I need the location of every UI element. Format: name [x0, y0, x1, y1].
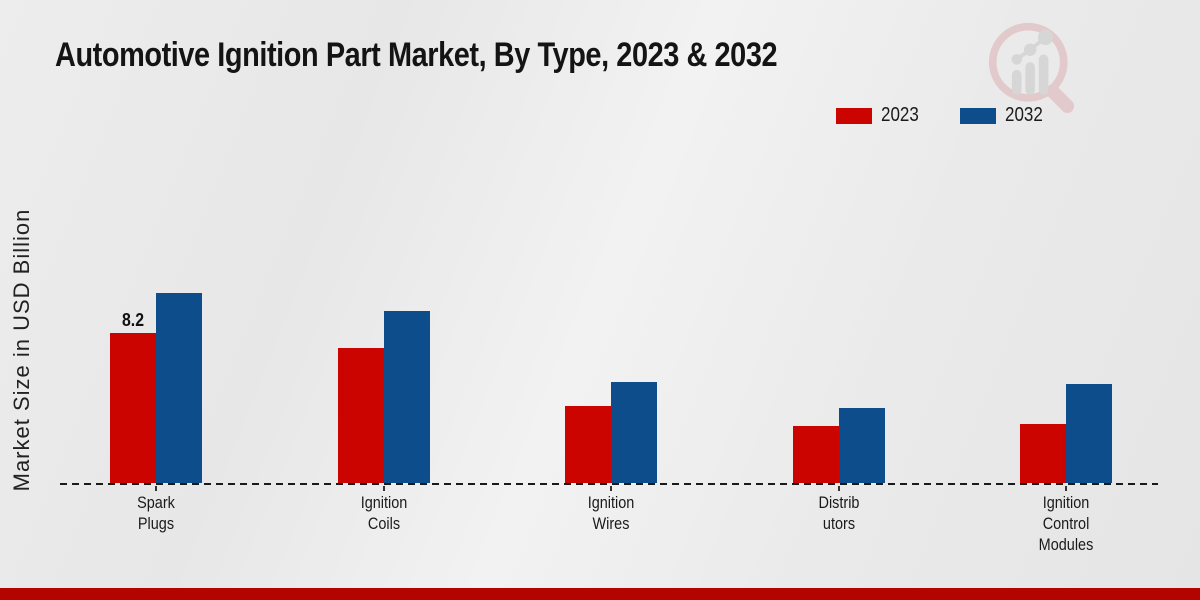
footer-accent-bar	[0, 588, 1200, 600]
bar-2023-spark-plugs	[110, 333, 156, 483]
category-label-ignition-coils: Ignition Coils	[360, 493, 407, 533]
category-label-spark-plugs: Spark Plugs	[137, 493, 175, 533]
legend: 2023 2032	[836, 104, 1049, 127]
bar-2023-ignition-wires	[565, 406, 611, 483]
category-label-ignition-control-modules: Ignition Control Modules	[1038, 493, 1094, 554]
data-label-2023: 8.2	[121, 310, 145, 330]
category-label-ignition-wires: Ignition Wires	[587, 493, 635, 533]
x-axis-tick	[837, 486, 840, 491]
category-label-distributors: Distrib utors	[818, 493, 859, 533]
legend-swatch-2032	[959, 107, 996, 124]
bar-2032-distributors	[838, 408, 885, 483]
x-axis-tick	[382, 486, 385, 491]
bar-2023-distributors	[792, 426, 839, 483]
legend-item-2032: 2032	[959, 104, 1050, 127]
legend-swatch-2023	[836, 107, 872, 124]
bar-2032-spark-plugs	[156, 293, 202, 483]
magnifier-bar-chart-logo	[988, 22, 1075, 113]
legend-label-2032: 2032	[1004, 104, 1043, 126]
bar-2032-ignition-control-modules	[1066, 384, 1112, 483]
bar-2023-ignition-coils	[337, 348, 384, 483]
legend-item-2023: 2023	[836, 104, 926, 127]
bar-2032-ignition-wires	[611, 382, 657, 483]
bar-2032-ignition-coils	[383, 311, 430, 483]
x-axis-baseline	[60, 483, 1158, 485]
legend-label-2023: 2023	[881, 104, 919, 126]
bar-2023-ignition-control-modules	[1020, 424, 1066, 483]
x-axis-tick	[155, 486, 157, 491]
chart-title: Automotive Ignition Part Market, By Type…	[55, 36, 778, 74]
x-axis-tick	[1065, 486, 1067, 491]
x-axis-tick	[610, 486, 612, 491]
